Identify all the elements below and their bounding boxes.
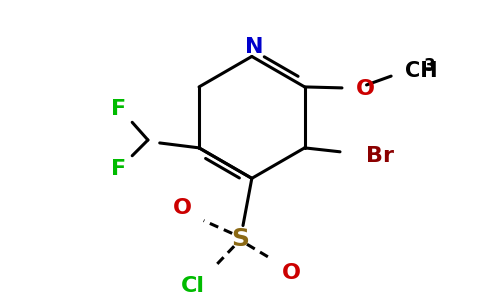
Text: CH: CH [405, 61, 438, 81]
Text: S: S [231, 227, 249, 251]
Text: Cl: Cl [181, 277, 205, 296]
Text: 3: 3 [424, 57, 435, 75]
Text: O: O [172, 198, 192, 218]
Text: O: O [356, 79, 375, 99]
Text: F: F [111, 160, 126, 179]
Text: Br: Br [365, 146, 393, 166]
Text: O: O [282, 263, 301, 283]
Text: N: N [244, 37, 263, 57]
Text: F: F [111, 98, 126, 118]
